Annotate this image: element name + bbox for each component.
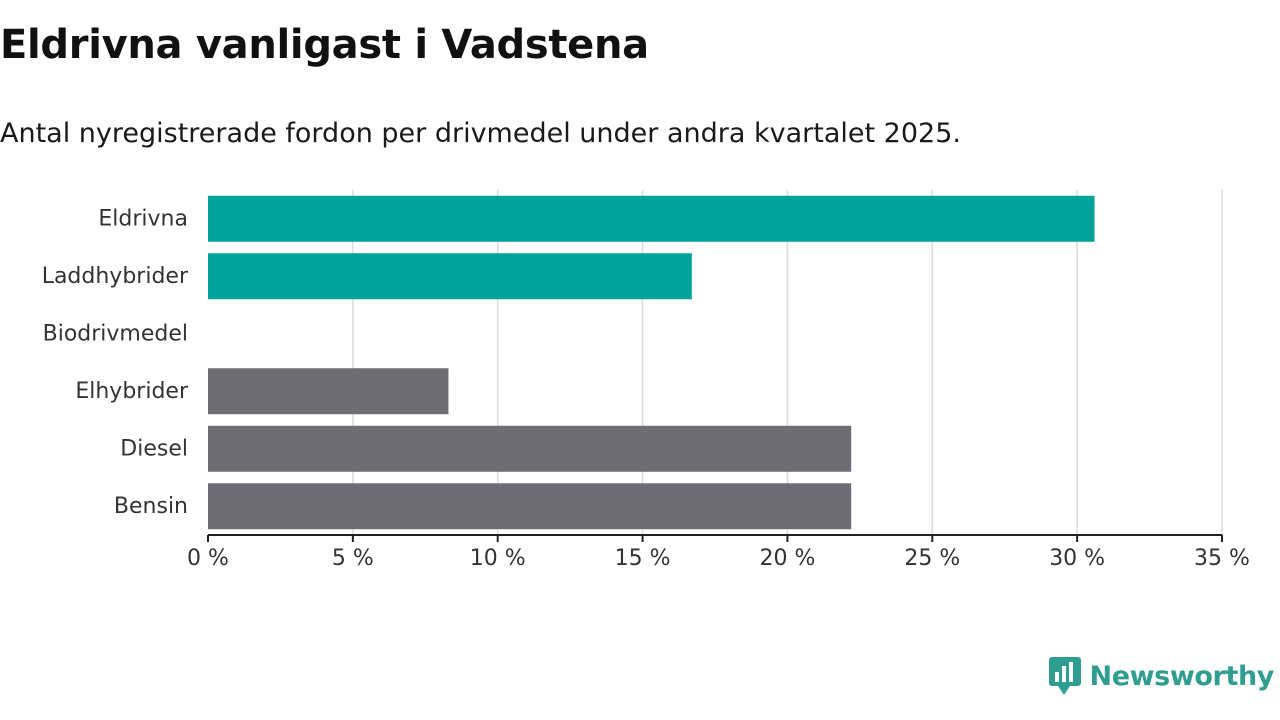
category-label: Laddhybrider <box>42 264 189 289</box>
x-tick-label: 35 % <box>1194 546 1250 571</box>
category-label: Biodrivmedel <box>43 321 188 346</box>
newsworthy-brand: Newsworthy <box>1048 656 1274 696</box>
bar-chart: Eldrivna Laddhybrider Biodrivmedel Elhybrid… <box>42 190 1250 571</box>
chart-subtitle: Antal nyregistrerade fordon per drivmede… <box>0 118 961 149</box>
x-tick-label: 30 % <box>1049 546 1105 571</box>
bar-laddhybrider <box>208 253 692 300</box>
x-tick-label: 15 % <box>615 546 671 571</box>
x-tick-label: 5 % <box>332 546 374 571</box>
bar-elhybrider <box>208 368 449 415</box>
newsworthy-logo-icon <box>1048 657 1081 695</box>
x-tick-label: 10 % <box>470 546 526 571</box>
chart-title: Eldrivna vanligast i Vadstena <box>0 22 649 68</box>
brand-name: Newsworthy <box>1089 660 1275 692</box>
bar-bensin <box>208 483 852 530</box>
category-label: Eldrivna <box>98 206 188 231</box>
category-label: Elhybrider <box>75 379 189 404</box>
bar-eldrivna <box>208 195 1095 242</box>
category-label: Diesel <box>120 436 188 461</box>
x-tick-label: 20 % <box>759 546 815 571</box>
category-label: Bensin <box>114 494 188 519</box>
bar-diesel <box>208 425 852 472</box>
x-tick-label: 0 % <box>187 546 229 571</box>
x-tick-label: 25 % <box>904 546 960 571</box>
